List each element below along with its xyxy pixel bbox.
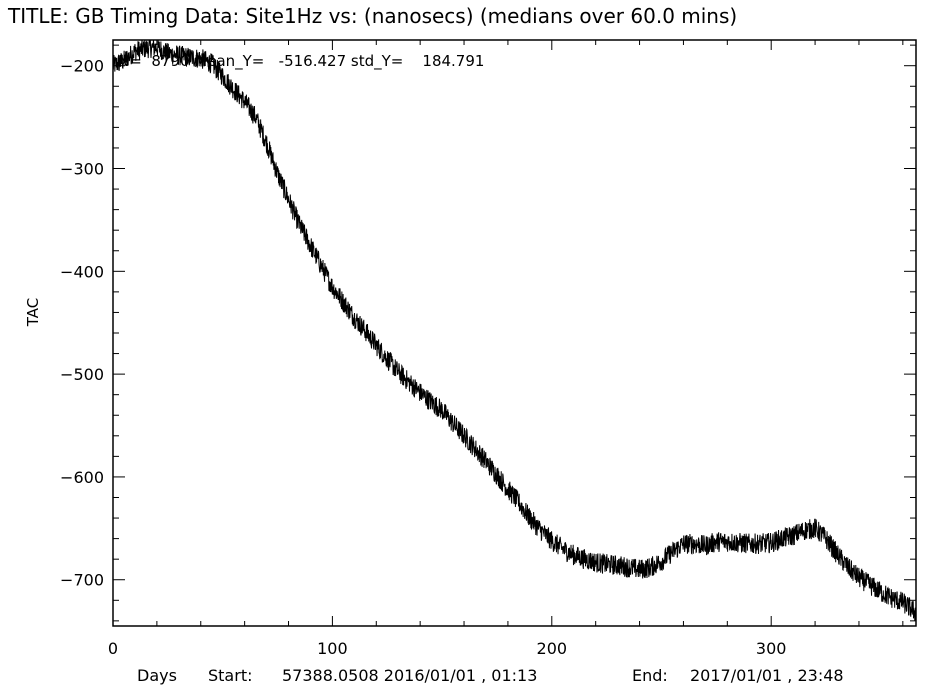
x-tick-label: 200 bbox=[537, 639, 568, 658]
x-axis: 0 100 200 300 bbox=[108, 40, 904, 658]
y-tick-label: −600 bbox=[60, 468, 104, 487]
x-tick-label: 100 bbox=[317, 639, 348, 658]
y-tick-label: −700 bbox=[60, 571, 104, 590]
start-value: 57388.0508 2016/01/01 , 01:13 bbox=[282, 666, 537, 685]
x-axis-label: Days bbox=[137, 666, 177, 685]
y-tick-label: −400 bbox=[60, 262, 104, 281]
series-line bbox=[112, 39, 917, 621]
y-axis: −200 −300 −400 −500 −600 −700 bbox=[60, 44, 916, 622]
chart-title: TITLE: GB Timing Data: Site1Hz vs: (nano… bbox=[7, 4, 737, 28]
x-tick-label: 300 bbox=[756, 639, 787, 658]
stats-text: N= 8790 Mean_Y= -516.427 std_Y= 184.791 bbox=[118, 52, 484, 71]
end-value: 2017/01/01 , 23:48 bbox=[690, 666, 844, 685]
y-tick-label: −500 bbox=[60, 365, 104, 384]
start-label: Start: bbox=[208, 666, 252, 685]
y-tick-label: −200 bbox=[60, 57, 104, 76]
data-trace bbox=[112, 39, 917, 621]
end-label: End: bbox=[632, 666, 668, 685]
y-tick-label: −300 bbox=[60, 160, 104, 179]
y-axis-label: TAC bbox=[24, 298, 42, 327]
plot-frame bbox=[112, 39, 917, 627]
x-tick-label: 0 bbox=[108, 639, 118, 658]
